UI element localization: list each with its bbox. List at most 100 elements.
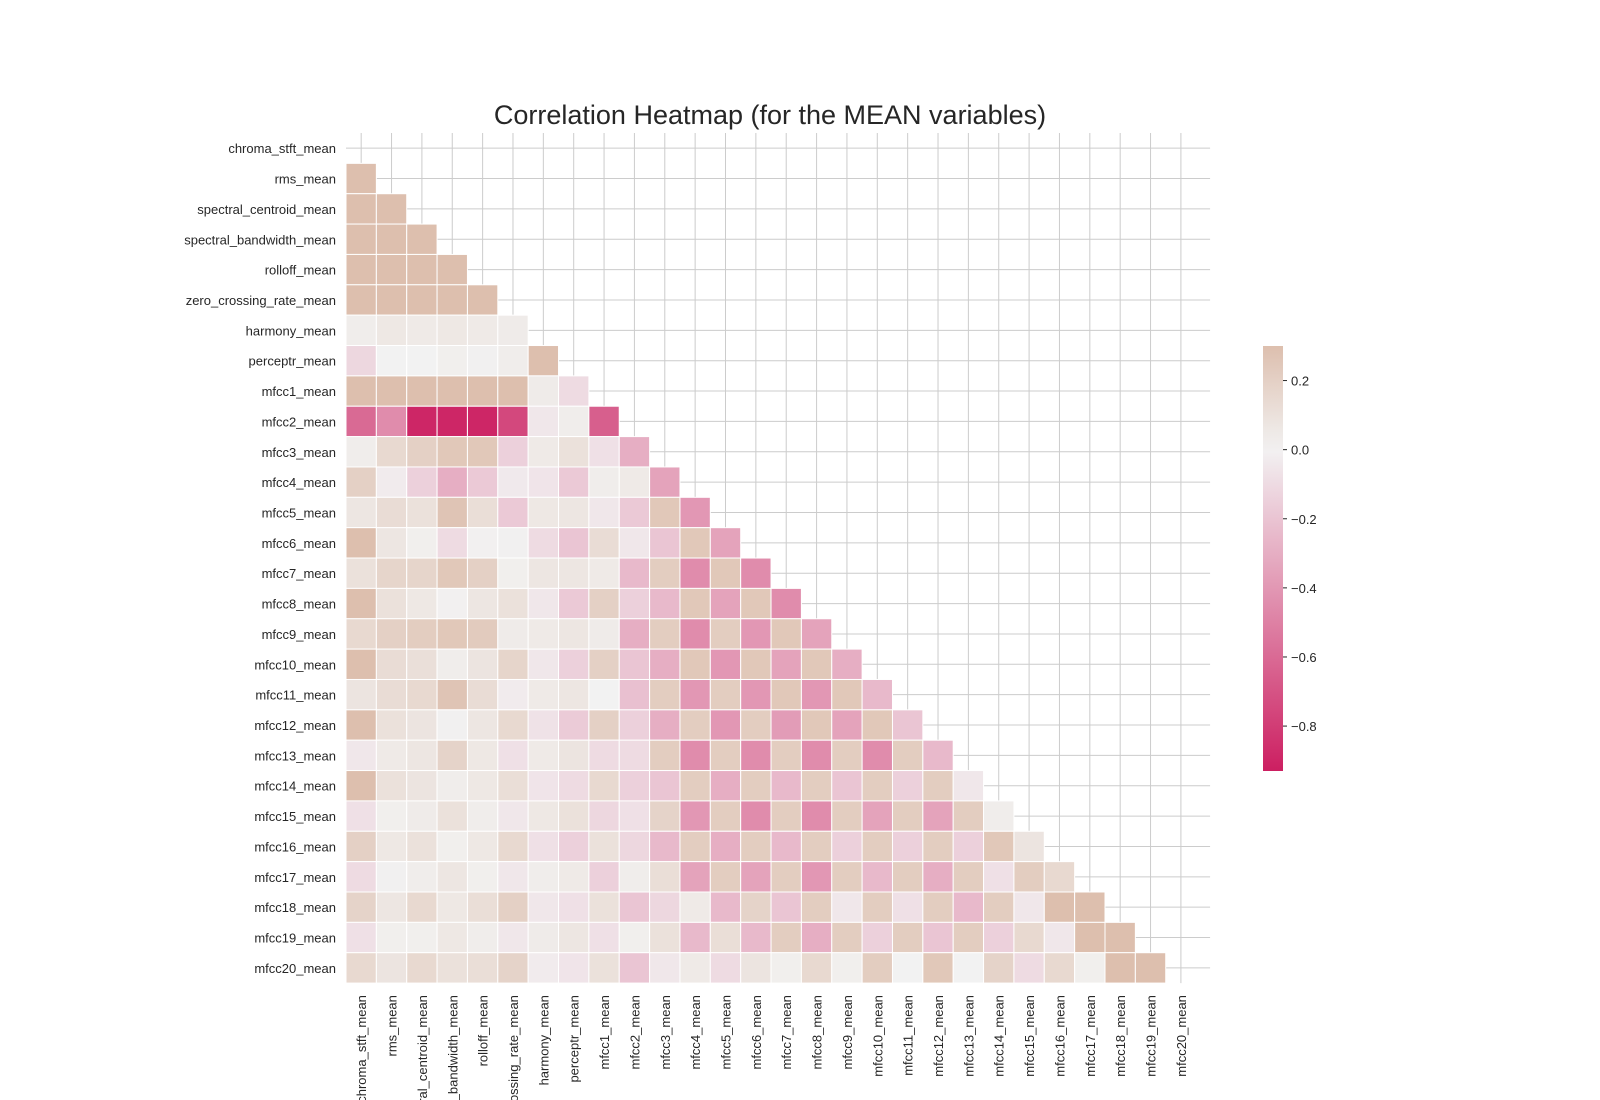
heatmap-cell: mfcc19_mean / mfcc14_mean: -0.15 — [983, 921, 1015, 954]
x-tick-label: mfcc16_mean — [1052, 995, 1067, 1077]
y-tick-label: harmony_mean — [246, 323, 336, 338]
heatmap-cell: mfcc16_mean / mfcc1_mean: 0.1 — [588, 830, 620, 863]
heatmap-cell: mfcc20_mean / zero_crossing_rate_mean: 0… — [497, 952, 529, 984]
y-tick-label: rms_mean — [275, 172, 336, 187]
heatmap-cell: mfcc19_mean / rolloff_mean: 0.03 — [466, 921, 499, 954]
heatmap-cell: mfcc16_mean / spectral_bandwidth_mean: 0… — [436, 830, 468, 863]
heatmap-cell: mfcc9_mean / rolloff_mean: 0.23 — [466, 618, 499, 650]
heatmap-cell: mfcc4_mean / rolloff_mean: -0.18 — [466, 466, 499, 498]
heatmap-cell: mfcc4_mean / perceptr_mean: -0.18 — [558, 466, 590, 498]
heatmap-cell: mfcc10_mean / rolloff_mean: 0.08 — [466, 648, 499, 680]
heatmap-cell: mfcc4_mean / mfcc1_mean: 0.03 — [588, 466, 620, 498]
heatmap-cell: mfcc4_mean / zero_crossing_rate_mean: -0… — [497, 466, 529, 498]
heatmap-cell: mfcc20_mean / mfcc16_mean: 0.15 — [1043, 952, 1076, 984]
heatmap-cell: mfcc5_mean / spectral_centroid_mean: 0.1 — [406, 496, 438, 529]
heatmap-cell: mfcc13_mean / mfcc4_mean: -0.45 — [679, 739, 711, 772]
heatmap-cell: mfcc18_mean / mfcc4_mean: 0.05 — [679, 891, 711, 923]
heatmap-cell: mfcc8_mean / perceptr_mean: -0.18 — [558, 587, 590, 620]
heatmap-cell: mfcc9_mean / spectral_bandwidth_mean: 0.… — [436, 618, 468, 650]
y-tick-label: mfcc2_mean — [262, 414, 336, 429]
heatmap-cell: mfcc8_mean / mfcc7_mean: -0.45 — [770, 587, 802, 620]
heatmap-cell: mfcc19_mean / mfcc10_mean: -0.15 — [861, 921, 893, 954]
heatmap-cell: mfcc13_mean / mfcc12_mean: -0.25 — [922, 739, 954, 772]
heatmap-cell: mfcc18_mean / rms_mean: 0.07 — [375, 891, 408, 923]
heatmap-cell: mfcc8_mean / rms_mean: 0.1 — [375, 587, 408, 620]
heatmap-cell: mfcc13_mean / mfcc9_mean: 0.22 — [831, 739, 863, 772]
heatmap-cell: mfcc19_mean / mfcc1_mean: -0.08 — [588, 921, 620, 954]
heatmap-cell: mfcc12_mean / mfcc2_mean: -0.15 — [618, 709, 651, 741]
heatmap-cell: mfcc19_mean / spectral_centroid_mean: 0.… — [406, 921, 438, 954]
heatmap-cell: mfcc19_mean / zero_crossing_rate_mean: -… — [497, 921, 529, 954]
heatmap-cell: mfcc10_mean / mfcc9_mean: -0.3 — [831, 648, 863, 680]
heatmap-cell: mfcc15_mean / mfcc1_mean: -0.12 — [588, 800, 620, 832]
x-tick-label: mfcc20_mean — [1174, 995, 1189, 1077]
heatmap-cell: harmony_mean / spectral_bandwidth_mean: … — [436, 314, 468, 347]
y-tick-label: spectral_centroid_mean — [197, 202, 336, 217]
heatmap-cell: mfcc17_mean / mfcc10_mean: -0.25 — [861, 861, 893, 893]
heatmap-cell: mfcc2_mean / spectral_centroid_mean: -0.… — [406, 405, 438, 438]
heatmap-cell: mfcc4_mean / chroma_stft_mean: 0.2 — [345, 466, 377, 498]
y-tick-label: mfcc8_mean — [262, 597, 336, 612]
colorbar-gradient — [1263, 346, 1283, 771]
heatmap-cell: mfcc17_mean / mfcc15_mean: 0.22 — [1013, 861, 1045, 893]
y-tick-label: mfcc7_mean — [262, 566, 336, 581]
heatmap-cell: mfcc13_mean / spectral_centroid_mean: 0.… — [406, 739, 438, 772]
heatmap-cell: mfcc8_mean / mfcc3_mean: -0.25 — [649, 587, 681, 620]
heatmap-cell: harmony_mean / rms_mean: 0.06 — [375, 314, 408, 347]
heatmap-cell: mfcc14_mean / mfcc7_mean: -0.25 — [770, 770, 802, 802]
heatmap-cell: mfcc7_mean / mfcc3_mean: 0.22 — [649, 557, 681, 589]
heatmap-cell: mfcc11_mean / mfcc6_mean: -0.4 — [740, 678, 772, 711]
heatmap-cell: mfcc20_mean / mfcc3_mean: -0.05 — [649, 952, 681, 984]
heatmap-cell: rolloff_mean / spectral_bandwidth_mean: … — [436, 253, 468, 286]
heatmap-cell: mfcc13_mean / perceptr_mean: 0.08 — [558, 739, 590, 772]
heatmap-cell: mfcc11_mean / rolloff_mean: 0.13 — [466, 678, 499, 711]
heatmap-cell: mfcc18_mean / mfcc9_mean: -0.05 — [831, 891, 863, 923]
heatmap-cell: mfcc5_mean / spectral_bandwidth_mean: 0.… — [436, 496, 468, 529]
heatmap-cell: mfcc15_mean / mfcc6_mean: -0.45 — [740, 800, 772, 832]
y-tick-label: mfcc17_mean — [254, 870, 336, 885]
heatmap-cell: mfcc13_mean / mfcc7_mean: 0.22 — [770, 739, 802, 772]
heatmap-cell: mfcc6_mean / mfcc5_mean: -0.35 — [709, 527, 742, 559]
colorbar-tick-label: −0.6 — [1291, 650, 1317, 665]
heatmap-cell: mfcc14_mean / mfcc5_mean: -0.3 — [709, 770, 742, 802]
heatmap-cell: mfcc2_mean / mfcc1_mean: -0.65 — [588, 405, 620, 438]
heatmap-cell: mfcc7_mean / chroma_stft_mean: 0.1 — [345, 557, 377, 589]
heatmap-cell: mfcc18_mean / mfcc12_mean: 0.22 — [922, 891, 954, 923]
heatmap-cell: mfcc7_mean / mfcc1_mean: 0.05 — [588, 557, 620, 589]
heatmap-cell: mfcc11_mean / mfcc7_mean: 0.25 — [770, 678, 802, 711]
heatmap-cell: mfcc16_mean / chroma_stft_mean: 0.2 — [345, 830, 377, 863]
heatmap-cell: mfcc12_mean / chroma_stft_mean: 0.3 — [345, 709, 377, 741]
x-tick-label: mfcc4_mean — [688, 995, 703, 1069]
x-tick-label: zero_crossing_rate_mean — [506, 995, 521, 1100]
heatmap-cell: mfcc2_mean / rms_mean: -0.45 — [375, 405, 408, 438]
heatmap-cell: mfcc6_mean / zero_crossing_rate_mean: 0.… — [497, 527, 529, 559]
heatmap-cell: mfcc15_mean / mfcc3_mean: 0.18 — [649, 800, 681, 832]
heatmap-cell: mfcc11_mean / chroma_stft_mean: 0.08 — [345, 678, 377, 711]
x-tick-label: mfcc5_mean — [719, 995, 734, 1069]
heatmap-cell: mfcc12_mean / mfcc7_mean: -0.38 — [770, 709, 802, 741]
heatmap-cell: mfcc20_mean / mfcc9_mean: 0.02 — [831, 952, 863, 984]
heatmap-cell: mfcc13_mean / mfcc5_mean: 0.22 — [709, 739, 742, 772]
heatmap-cell: mfcc10_mean / mfcc1_mean: 0.2 — [588, 648, 620, 680]
heatmap-cell: mfcc14_mean / mfcc8_mean: 0.22 — [800, 770, 833, 802]
heatmap-cell: zero_crossing_rate_mean / rolloff_mean: … — [466, 284, 499, 316]
heatmap-cell: mfcc16_mean / mfcc14_mean: 0.25 — [983, 830, 1015, 863]
heatmap-cell: mfcc19_mean / rms_mean: 0.02 — [375, 921, 408, 954]
heatmap-cell: mfcc19_mean / chroma_stft_mean: -0.08 — [345, 921, 377, 954]
heatmap-cell: mfcc19_mean / spectral_bandwidth_mean: 0… — [436, 921, 468, 954]
heatmap-cell: mfcc16_mean / rms_mean: 0.06 — [375, 830, 408, 863]
heatmap-cell: mfcc4_mean / mfcc3_mean: -0.35 — [649, 466, 681, 498]
heatmap-cell: mfcc19_mean / mfcc6_mean: -0.25 — [740, 921, 772, 954]
heatmap-cell: mfcc15_mean / zero_crossing_rate_mean: -… — [497, 800, 529, 832]
heatmap-cell: mfcc20_mean / spectral_bandwidth_mean: 0… — [436, 952, 468, 984]
heatmap-cell: mfcc12_mean / perceptr_mean: -0.17 — [558, 709, 590, 741]
heatmap-cell: mfcc5_mean / mfcc1_mean: -0.05 — [588, 496, 620, 529]
heatmap-cell: mfcc13_mean / chroma_stft_mean: -0.05 — [345, 739, 377, 772]
heatmap-cell: mfcc6_mean / mfcc2_mean: -0.05 — [618, 527, 651, 559]
heatmap-cell: mfcc16_mean / mfcc10_mean: 0.22 — [861, 830, 893, 863]
heatmap-cell: mfcc12_mean / mfcc9_mean: -0.35 — [831, 709, 863, 741]
heatmap-cell: mfcc14_mean / mfcc1_mean: 0.15 — [588, 770, 620, 802]
y-tick-label: mfcc18_mean — [254, 900, 336, 915]
heatmap-cell: harmony_mean / rolloff_mean: 0.05 — [466, 314, 499, 347]
y-tick-label: mfcc20_mean — [254, 961, 336, 976]
